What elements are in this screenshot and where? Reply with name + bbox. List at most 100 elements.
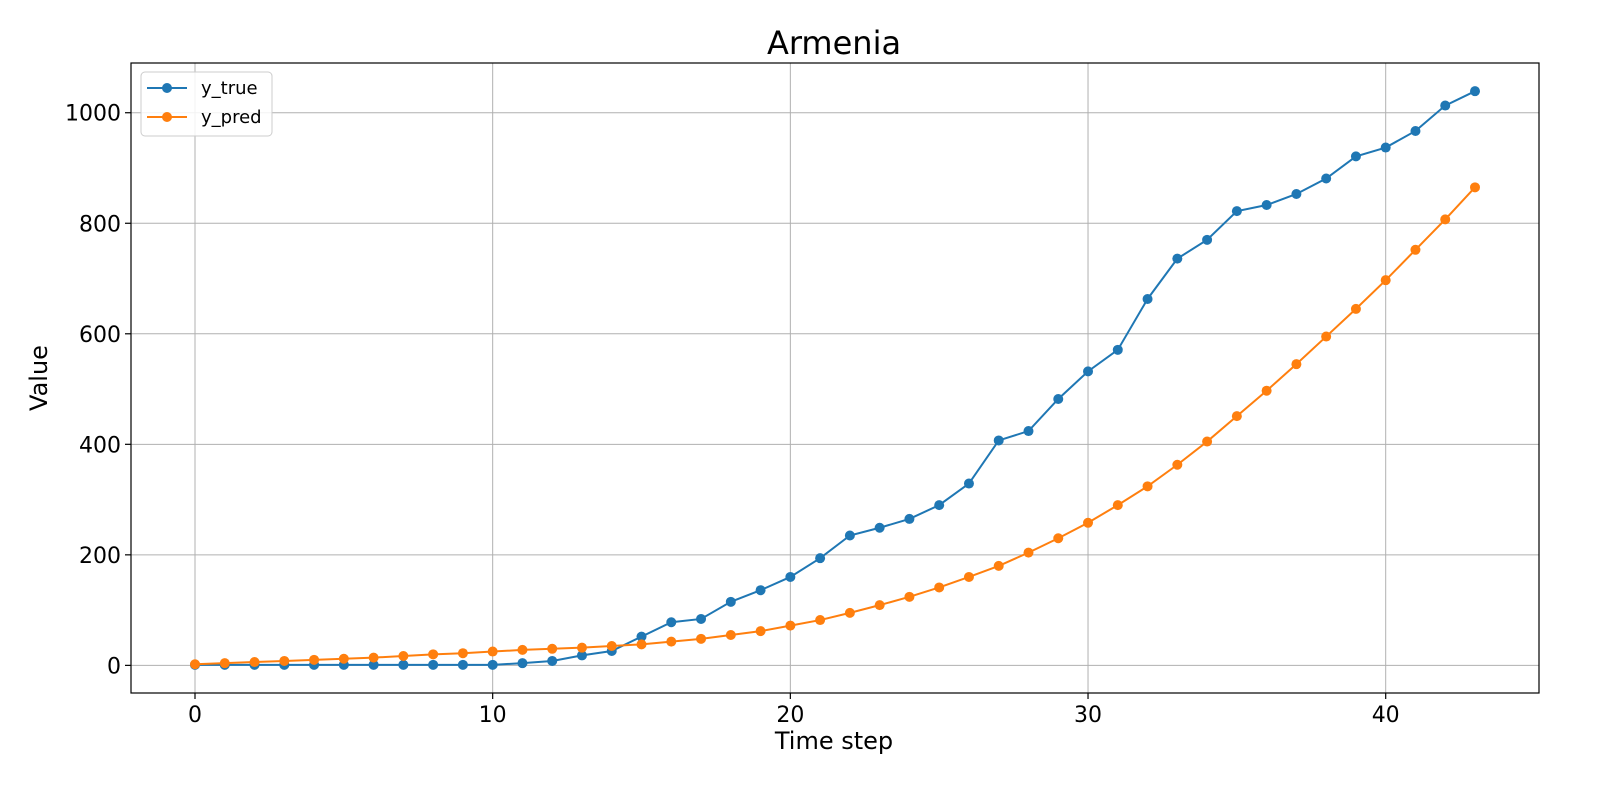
data-point-y-pred [1410,244,1421,255]
y-tick-label: 200 [79,544,121,569]
data-point-y-true [547,655,558,666]
data-point-y-pred [309,654,320,665]
data-point-y-true [755,585,766,596]
data-point-y-pred [844,607,855,618]
data-point-y-pred [1083,517,1094,528]
data-point-y-true [1321,173,1332,184]
data-point-y-true [1350,151,1361,162]
data-point-y-pred [457,648,468,659]
data-point-y-true [666,617,677,628]
data-point-y-pred [1470,182,1480,193]
data-point-y-true [1142,293,1153,304]
data-point-y-true [398,659,409,670]
data-point-y-pred [547,643,558,654]
plot-frame [130,62,1540,694]
y-tick-label: 0 [107,654,121,679]
data-point-y-pred [606,641,617,652]
data-point-y-pred [1142,481,1153,492]
data-point-y-true [1023,426,1034,437]
data-point-y-true [815,553,826,564]
data-point-y-pred [1172,459,1183,470]
data-point-y-pred [1202,436,1213,447]
data-point-y-pred [576,642,587,653]
data-point-y-pred [279,655,290,666]
data-point-y-true [636,631,647,642]
legend-label-y-pred: y_pred [201,107,262,128]
data-point-y-pred [785,620,796,631]
x-tick-label: 20 [776,703,804,728]
legend-marker-y-pred [162,112,172,122]
data-point-y-true [963,478,974,489]
legend: y_true y_pred [140,71,273,137]
series-group [190,86,1480,670]
data-point-y-pred [1291,359,1302,370]
series-line-y-pred [194,186,1476,666]
x-tick-label: 0 [188,703,202,728]
data-point-y-pred [1112,500,1123,511]
series-y-true [190,86,1480,670]
data-point-y-true [1231,206,1242,217]
data-point-y-pred [1321,331,1332,342]
data-point-y-true [1172,253,1183,264]
data-point-y-true [1291,188,1302,199]
data-point-y-true [1112,344,1123,355]
data-point-y-pred [1440,214,1451,225]
x-axis-label: Time step [774,727,893,755]
data-point-y-true [874,522,885,533]
data-point-y-pred [696,633,707,644]
data-point-y-pred [1231,411,1242,422]
series-line-y-true [195,90,1476,666]
data-point-y-pred [934,582,945,593]
data-point-y-pred [1023,547,1034,558]
data-point-y-pred [338,653,349,664]
data-point-y-true [1053,394,1064,404]
data-point-y-pred [398,650,409,661]
data-point-y-true [725,596,736,607]
data-point-y-true [1261,200,1272,211]
data-point-y-true [1410,125,1421,136]
data-point-y-true [1440,100,1451,111]
data-point-y-pred [368,652,379,663]
data-point-y-true [1380,142,1391,153]
x-tick-label: 40 [1372,703,1400,728]
data-point-y-pred [517,644,528,655]
data-point-y-true [844,530,855,541]
data-point-y-true [368,659,379,670]
y-tick-label: 400 [79,433,121,458]
data-point-y-true [904,513,915,524]
y-tick-label: 1000 [65,102,121,127]
data-point-y-pred [1261,385,1272,396]
data-point-y-true [696,613,707,624]
data-point-y-pred [963,571,974,582]
data-point-y-pred [666,636,677,647]
data-point-y-true [1083,366,1094,377]
data-point-y-true [576,650,587,661]
data-point-y-true [487,659,498,670]
series-y-pred [190,182,1480,670]
y-axis-label: Value [25,345,53,411]
data-point-y-pred [993,560,1004,571]
data-point-y-pred [249,657,260,668]
data-point-y-pred [428,649,439,660]
data-point-y-true [457,659,468,670]
data-point-y-pred [1053,533,1064,544]
grid [131,63,1539,693]
data-point-y-pred [725,629,736,640]
legend-marker-y-true [162,83,172,93]
data-point-y-pred [487,646,498,657]
data-point-y-true [993,435,1004,446]
chart-title: Armenia [767,24,901,62]
data-point-y-pred [904,591,915,602]
y-tick-label: 600 [79,323,121,348]
y-tick-label: 800 [79,212,121,237]
data-point-y-pred [636,639,647,650]
data-point-y-true [1470,86,1480,97]
data-point-y-pred [755,626,766,637]
data-point-y-pred [1380,275,1391,286]
data-point-y-pred [1350,303,1361,314]
data-point-y-pred [815,615,826,626]
data-point-y-true [785,571,796,582]
data-point-y-true [1202,234,1213,245]
x-tick-label: 10 [479,703,507,728]
